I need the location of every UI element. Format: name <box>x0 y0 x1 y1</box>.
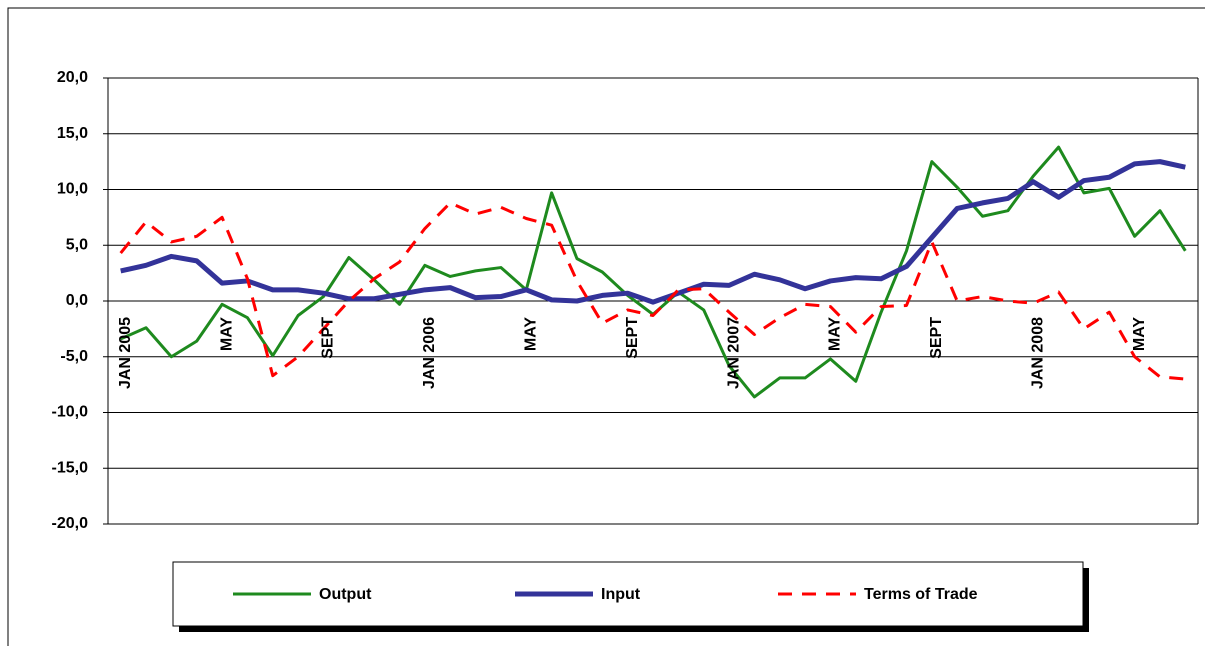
x-tick-label: MAY <box>1131 317 1148 351</box>
y-tick-label: -10,0 <box>52 404 89 421</box>
y-tick-label: 20,0 <box>57 69 88 86</box>
legend-label: Output <box>319 586 372 603</box>
series-line <box>119 201 1186 381</box>
x-tick-label: SEPT <box>320 317 337 359</box>
chart-border <box>7 7 1205 646</box>
y-tick-label: 0,0 <box>66 292 88 309</box>
y-tick-label: 5,0 <box>66 236 88 253</box>
legend-label: Terms of Trade <box>864 586 978 603</box>
x-tick-label: JAN 2005 <box>117 317 134 389</box>
legend-label: Input <box>601 586 641 603</box>
y-tick-label: -15,0 <box>52 459 89 476</box>
y-tick-label: 15,0 <box>57 125 88 142</box>
y-tick-label: -20,0 <box>52 515 89 532</box>
x-tick-label: JAN 2008 <box>1029 317 1046 389</box>
x-tick-label: SEPT <box>928 317 945 359</box>
legend: Output Input Terms of Trade <box>233 586 978 603</box>
y-tick-label: -5,0 <box>60 348 88 365</box>
x-tick-label: JAN 2007 <box>725 317 742 389</box>
x-tick-label: MAY <box>218 317 235 351</box>
x-tick-label: MAY <box>522 317 539 351</box>
legend-box <box>172 561 1084 627</box>
series-line <box>120 159 1186 305</box>
x-tick-label: SEPT <box>624 317 641 359</box>
plot-area: -20,0 -15,0 -10,0 -5,0 0,0 5,0 10,0 15,0 20,0 JAN… <box>52 69 1199 532</box>
x-tick-label: MAY <box>827 317 844 351</box>
x-tick-label: JAN 2006 <box>421 317 438 389</box>
y-tick-label: 10,0 <box>57 181 88 198</box>
